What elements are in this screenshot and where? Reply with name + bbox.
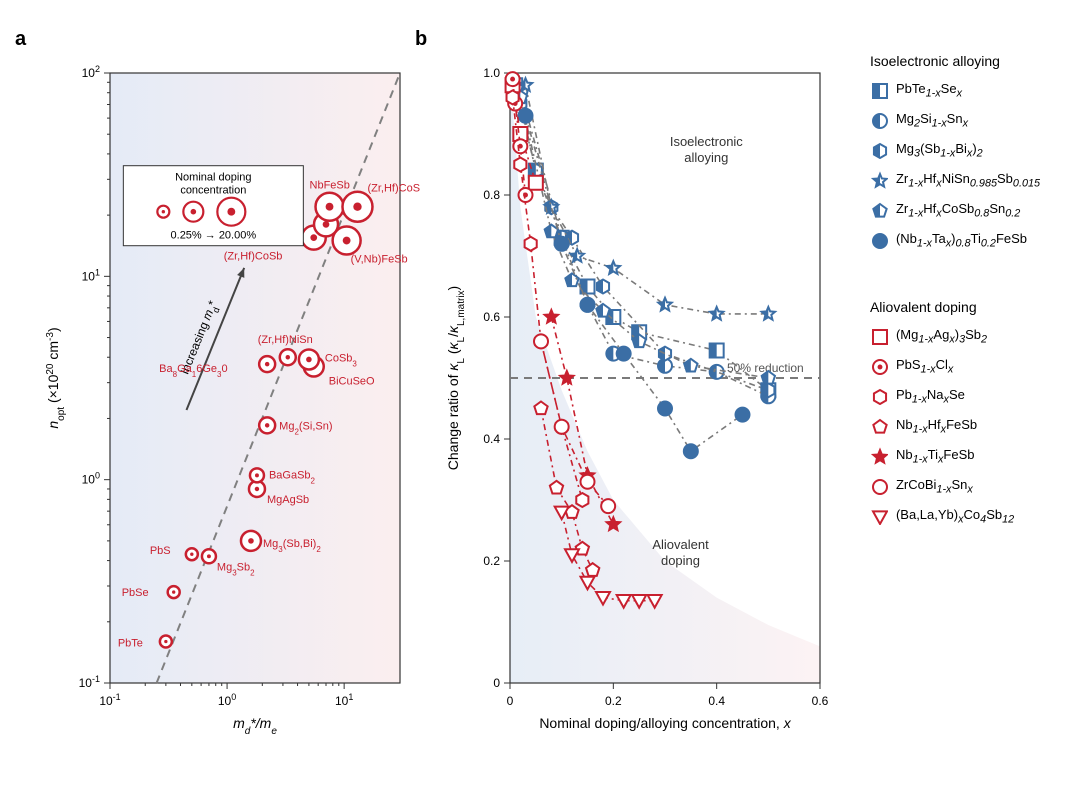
figure-container: a 10-110010110-1100101102md*/menopt (×10… (20, 23, 1060, 763)
panel-a-label: a (15, 28, 26, 51)
legend-item: (Nb1-xTax)0.8Ti0.2FeSb (870, 229, 1040, 251)
panel-b-chart: 0 0.2 0.4 0.6 0 0.2 0.4 0.6 0.8 1.0 Nominal doping… (440, 43, 840, 743)
legend-item: Mg3(Sb1-xBix)2 (870, 139, 1040, 161)
legend-text: Pb1-xNaxSe (896, 387, 965, 406)
legend-text: (Mg1-xAgx)3Sb2 (896, 327, 987, 346)
svg-text:0.2: 0.2 (605, 694, 622, 708)
legend-text: Mg2Si1-xSnx (896, 111, 968, 130)
svg-text:0.2: 0.2 (483, 554, 500, 568)
legend-item: (Ba,La,Yb)xCo4Sb12 (870, 505, 1040, 527)
svg-text:0.4: 0.4 (483, 432, 500, 446)
svg-text:0.6: 0.6 (483, 310, 500, 324)
legend-text: PbTe1-xSex (896, 81, 962, 100)
svg-text:PbSe: PbSe (122, 587, 149, 599)
legend-item: Zr1-xHfxNiSn0.985Sb0.015 (870, 169, 1040, 191)
legend-text: Zr1-xHfxNiSn0.985Sb0.015 (896, 171, 1040, 190)
svg-text:md*/me: md*/me (233, 715, 277, 737)
svg-text:Change ratio of κL (κL/κL,matr: Change ratio of κL (κL/κL,matrix) (445, 286, 467, 470)
svg-text:NbFeSb: NbFeSb (309, 180, 349, 192)
svg-text:Isoelectronic: Isoelectronic (670, 134, 743, 149)
panel-b-legend: Isoelectronic alloying PbTe1-xSex Mg2Si1-… (860, 43, 1040, 743)
panel-a: a 10-110010110-1100101102md*/menopt (×10… (40, 43, 420, 743)
svg-text:101: 101 (82, 267, 100, 283)
svg-text:MgAgSb: MgAgSb (267, 494, 309, 506)
legend-item: Mg2Si1-xSnx (870, 109, 1040, 131)
legend-item: Nb1-xHfxFeSb (870, 415, 1040, 437)
legend-text: Nb1-xTixFeSb (896, 447, 975, 466)
svg-text:concentration: concentration (180, 185, 246, 197)
svg-text:(Zr,Hf)NiSn: (Zr,Hf)NiSn (258, 334, 313, 346)
svg-text:0.6: 0.6 (812, 694, 829, 708)
legend-text: Mg3(Sb1-xBix)2 (896, 141, 983, 160)
legend-iso-title: Isoelectronic alloying (870, 53, 1040, 69)
svg-text:(Zr,Hf)CoSb: (Zr,Hf)CoSb (367, 183, 420, 195)
legend-item: ZrCoBi1-xSnx (870, 475, 1040, 497)
legend-item: (Mg1-xAgx)3Sb2 (870, 325, 1040, 347)
svg-text:(V,Nb)FeSb: (V,Nb)FeSb (351, 254, 408, 266)
legend-text: (Ba,La,Yb)xCo4Sb12 (896, 507, 1014, 526)
svg-text:0.8: 0.8 (483, 188, 500, 202)
legend-item: PbTe1-xSex (870, 79, 1040, 101)
svg-text:Nominal doping: Nominal doping (175, 172, 251, 184)
svg-text:102: 102 (82, 64, 100, 80)
svg-text:0.4: 0.4 (708, 694, 725, 708)
legend-text: (Nb1-xTax)0.8Ti0.2FeSb (896, 231, 1027, 250)
svg-text:0: 0 (507, 694, 514, 708)
svg-text:PbS: PbS (150, 545, 171, 557)
panel-b: b 00.20.40.600.20.40.60.81.0Nominal dopi… (440, 43, 840, 743)
legend-text: Zr1-xHfxCoSb0.8Sn0.2 (896, 201, 1020, 220)
legend-item: PbS1-xClx (870, 355, 1040, 377)
svg-text:Aliovalent: Aliovalent (652, 537, 709, 552)
svg-text:doping: doping (661, 553, 700, 568)
svg-text:100: 100 (218, 692, 236, 708)
legend-text: ZrCoBi1-xSnx (896, 477, 973, 496)
svg-text:Nominal doping/alloying concen: Nominal doping/alloying concentration, x (539, 715, 791, 731)
svg-text:101: 101 (335, 692, 353, 708)
svg-text:(Zr,Hf)CoSb: (Zr,Hf)CoSb (224, 251, 283, 263)
svg-text:1.0: 1.0 (483, 66, 500, 80)
legend-text: Nb1-xHfxFeSb (896, 417, 977, 436)
svg-text:nopt (×1020 cm-3): nopt (×1020 cm-3) (44, 327, 66, 428)
svg-text:0.25% → 20.00%: 0.25% → 20.00% (170, 230, 256, 242)
panel-a-chart: 10-1 100 101 10-1 100 101 102 md*/me nopt (×1020… (40, 43, 420, 743)
svg-text:PbTe: PbTe (118, 637, 143, 649)
legend-alio-title: Aliovalent doping (870, 299, 1040, 315)
svg-text:10-1: 10-1 (79, 674, 100, 690)
legend-item: Nb1-xTixFeSb (870, 445, 1040, 467)
legend-item: Pb1-xNaxSe (870, 385, 1040, 407)
svg-text:BiCuSeO: BiCuSeO (329, 376, 375, 388)
svg-text:0: 0 (493, 676, 500, 690)
svg-text:100: 100 (82, 471, 100, 487)
legend-item: Zr1-xHfxCoSb0.8Sn0.2 (870, 199, 1040, 221)
panel-b-label: b (415, 28, 427, 51)
svg-text:10-1: 10-1 (99, 692, 120, 708)
svg-text:alloying: alloying (684, 150, 728, 165)
legend-text: PbS1-xClx (896, 357, 953, 376)
